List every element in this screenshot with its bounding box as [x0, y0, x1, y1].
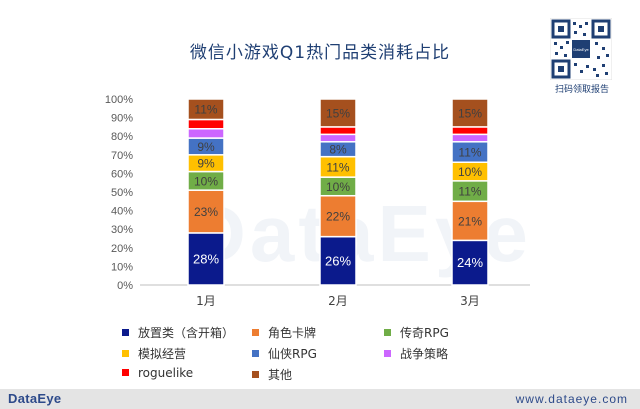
data-label: 9%: [197, 157, 215, 171]
bar-segment: [451, 133, 489, 143]
y-tick-label: 100%: [105, 94, 133, 106]
legend-swatch: [252, 329, 259, 336]
legend-item: roguelike: [122, 366, 193, 380]
legend-item: 角色卡牌: [252, 324, 316, 341]
y-tick-label: 90%: [111, 113, 133, 125]
y-tick-label: 60%: [111, 168, 133, 180]
chart-title: 微信小游戏Q1热门品类消耗占比: [189, 43, 451, 63]
data-label: 11%: [194, 103, 217, 117]
legend-swatch: [384, 350, 391, 357]
data-label: 10%: [458, 165, 482, 179]
x-tick-label: 1月: [196, 294, 216, 308]
data-label: 24%: [457, 255, 483, 270]
legend-swatch: [122, 369, 129, 376]
bar-segment: [451, 98, 489, 128]
y-tick-label: 80%: [111, 131, 133, 143]
legend-label: 其他: [268, 368, 293, 382]
legend-swatch: [122, 350, 129, 357]
data-label: 22%: [326, 210, 350, 224]
y-tick-label: 0%: [117, 280, 133, 292]
legend-swatch: [122, 329, 129, 336]
bar-segment: [319, 98, 357, 128]
legend-label: roguelike: [138, 366, 194, 380]
footer-url[interactable]: www.dataeye.com: [515, 392, 628, 406]
y-tick-label: 20%: [111, 243, 133, 255]
bar-segment: [451, 126, 489, 136]
bar-segment: [319, 194, 357, 238]
bar-segment: [187, 98, 225, 121]
y-tick-label: 10%: [111, 261, 133, 273]
legend-label: 放置类（含开箱）: [138, 326, 235, 340]
data-label: 15%: [458, 106, 482, 120]
x-tick-label: 2月: [328, 294, 348, 308]
data-label: 23%: [194, 205, 218, 219]
data-label: 11%: [458, 185, 481, 199]
data-label: 10%: [194, 174, 218, 188]
qr-code: DataEye: [549, 17, 613, 81]
data-label: 21%: [458, 214, 482, 228]
y-tick-label: 50%: [111, 187, 133, 199]
y-tick-label: 70%: [111, 150, 133, 162]
svg-text:DataEye: DataEye: [573, 47, 589, 52]
footer-logo: DataEye: [8, 391, 62, 406]
legend-item: 传奇RPG: [384, 324, 449, 341]
legend-label: 仙侠RPG: [268, 347, 317, 361]
data-label: 10%: [326, 180, 350, 194]
x-tick-label: 3月: [460, 294, 480, 308]
legend-item: 战争策略: [384, 345, 448, 362]
bar-segment: [319, 126, 357, 136]
data-label: 26%: [325, 253, 351, 268]
legend-item: 仙侠RPG: [252, 345, 317, 362]
y-tick-label: 40%: [111, 206, 133, 218]
bar-segment: [187, 118, 225, 130]
data-label: 11%: [458, 146, 481, 160]
footer-bar: DataEye www.dataeye.com: [0, 389, 640, 409]
data-label: 8%: [329, 143, 347, 157]
legend-label: 模拟经营: [138, 347, 187, 361]
data-label: 28%: [193, 251, 219, 266]
bar-segment: [319, 133, 357, 143]
legend-item: 放置类（含开箱）: [122, 324, 234, 341]
legend-label: 传奇RPG: [400, 326, 449, 340]
bar-segment: [451, 200, 489, 242]
qr-caption: 扫码领取报告: [554, 85, 609, 95]
legend-label: 角色卡牌: [268, 326, 317, 340]
data-label: 11%: [326, 160, 349, 174]
bar-segment: [187, 232, 225, 286]
legend-item: 其他: [252, 366, 292, 383]
legend-label: 战争策略: [400, 347, 449, 361]
bar-segment: [187, 128, 225, 139]
legend-swatch: [252, 350, 259, 357]
y-tick-label: 30%: [111, 224, 133, 236]
legend-swatch: [384, 329, 391, 336]
legend-swatch: [252, 371, 259, 378]
data-label: 15%: [326, 106, 350, 120]
data-label: 9%: [197, 140, 215, 154]
legend-item: 模拟经营: [122, 345, 186, 362]
